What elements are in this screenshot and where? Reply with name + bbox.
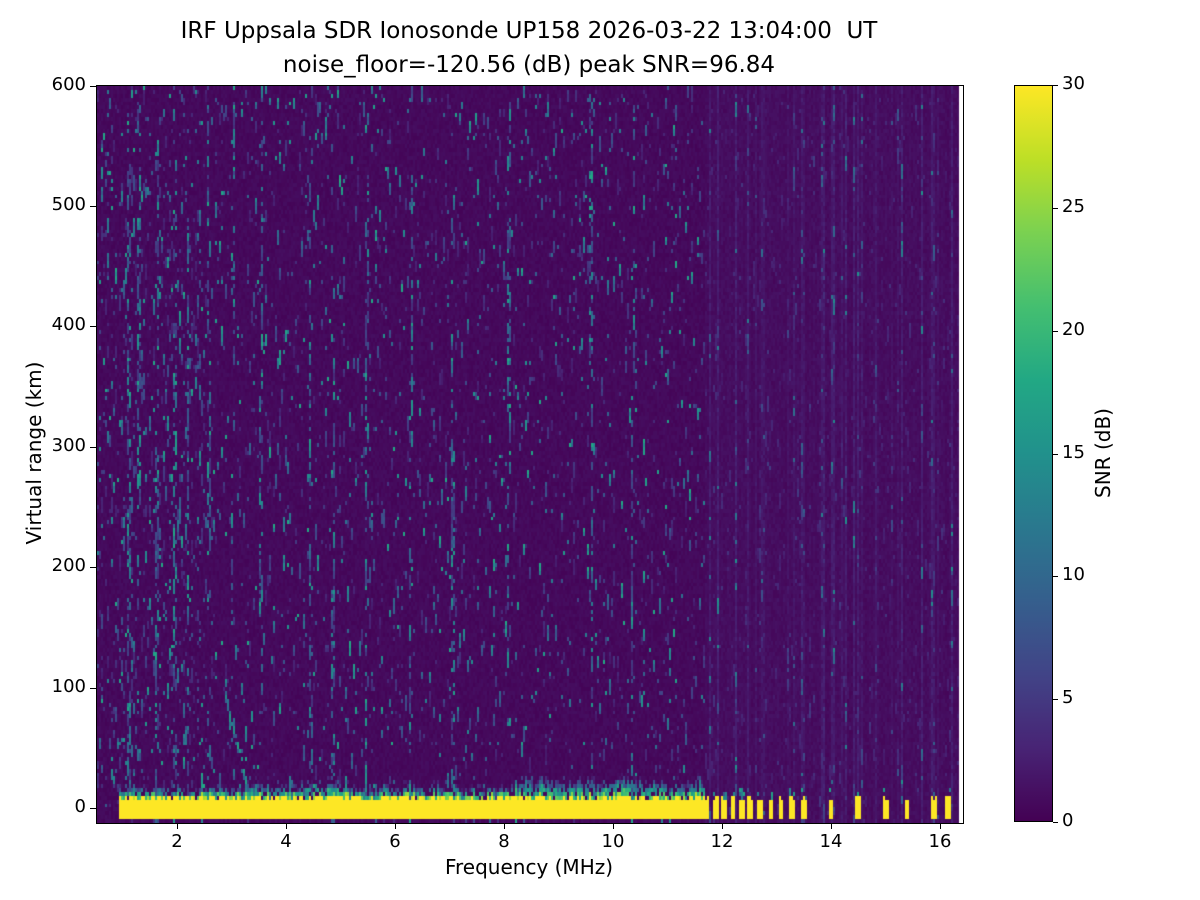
y-tick-label: 0 xyxy=(74,796,86,817)
colorbar-tick-label: 20 xyxy=(1062,319,1085,340)
colorbar-tick-label: 10 xyxy=(1062,564,1085,585)
y-tick-mark xyxy=(90,447,96,448)
x-tick-label: 12 xyxy=(710,831,734,852)
colorbar-tick-label: 0 xyxy=(1062,810,1074,831)
x-tick-label: 2 xyxy=(171,831,183,852)
x-tick-mark xyxy=(831,824,832,829)
y-tick-mark xyxy=(90,688,96,689)
figure-title-line2: noise_floor=-120.56 (dB) peak SNR=96.84 xyxy=(282,52,776,78)
colorbar-tick-mark xyxy=(1053,822,1058,823)
x-tick-label: 10 xyxy=(601,831,625,852)
colorbar-axis-label: SNR (dB) xyxy=(1091,408,1115,498)
colorbar-tick-mark xyxy=(1053,208,1058,209)
y-tick-mark xyxy=(90,808,96,809)
x-tick-label: 6 xyxy=(389,831,401,852)
y-tick-mark xyxy=(90,206,96,207)
x-tick-label: 14 xyxy=(819,831,843,852)
y-tick-mark xyxy=(90,86,96,87)
x-axis-label: Frequency (MHz) xyxy=(444,855,614,879)
y-tick-label: 500 xyxy=(51,194,86,215)
y-tick-label: 600 xyxy=(51,74,86,95)
colorbar-gradient xyxy=(1014,85,1053,822)
y-tick-label: 300 xyxy=(51,435,86,456)
ionogram-heatmap-canvas xyxy=(97,86,963,823)
colorbar-tick-label: 15 xyxy=(1062,442,1085,463)
x-tick-label: 8 xyxy=(498,831,510,852)
x-tick-mark xyxy=(940,824,941,829)
y-tick-mark xyxy=(90,567,96,568)
x-tick-label: 4 xyxy=(280,831,292,852)
colorbar-tick-mark xyxy=(1053,454,1058,455)
figure-title-line1: IRF Uppsala SDR Ionosonde UP158 2026-03-… xyxy=(180,18,878,44)
y-tick-label: 400 xyxy=(51,314,86,335)
y-tick-label: 200 xyxy=(51,555,86,576)
x-tick-label: 16 xyxy=(928,831,952,852)
x-tick-mark xyxy=(613,824,614,829)
plot-area-frame xyxy=(96,85,964,824)
colorbar-tick-label: 30 xyxy=(1062,73,1085,94)
x-tick-mark xyxy=(177,824,178,829)
x-tick-mark xyxy=(286,824,287,829)
colorbar-tick-mark xyxy=(1053,85,1058,86)
colorbar-tick-mark xyxy=(1053,576,1058,577)
y-tick-mark xyxy=(90,326,96,327)
x-tick-mark xyxy=(395,824,396,829)
x-tick-mark xyxy=(722,824,723,829)
colorbar-tick-label: 5 xyxy=(1062,687,1074,708)
x-tick-mark xyxy=(504,824,505,829)
colorbar-tick-mark xyxy=(1053,331,1058,332)
colorbar-tick-mark xyxy=(1053,699,1058,700)
y-tick-label: 100 xyxy=(51,676,86,697)
colorbar-tick-label: 25 xyxy=(1062,196,1085,217)
